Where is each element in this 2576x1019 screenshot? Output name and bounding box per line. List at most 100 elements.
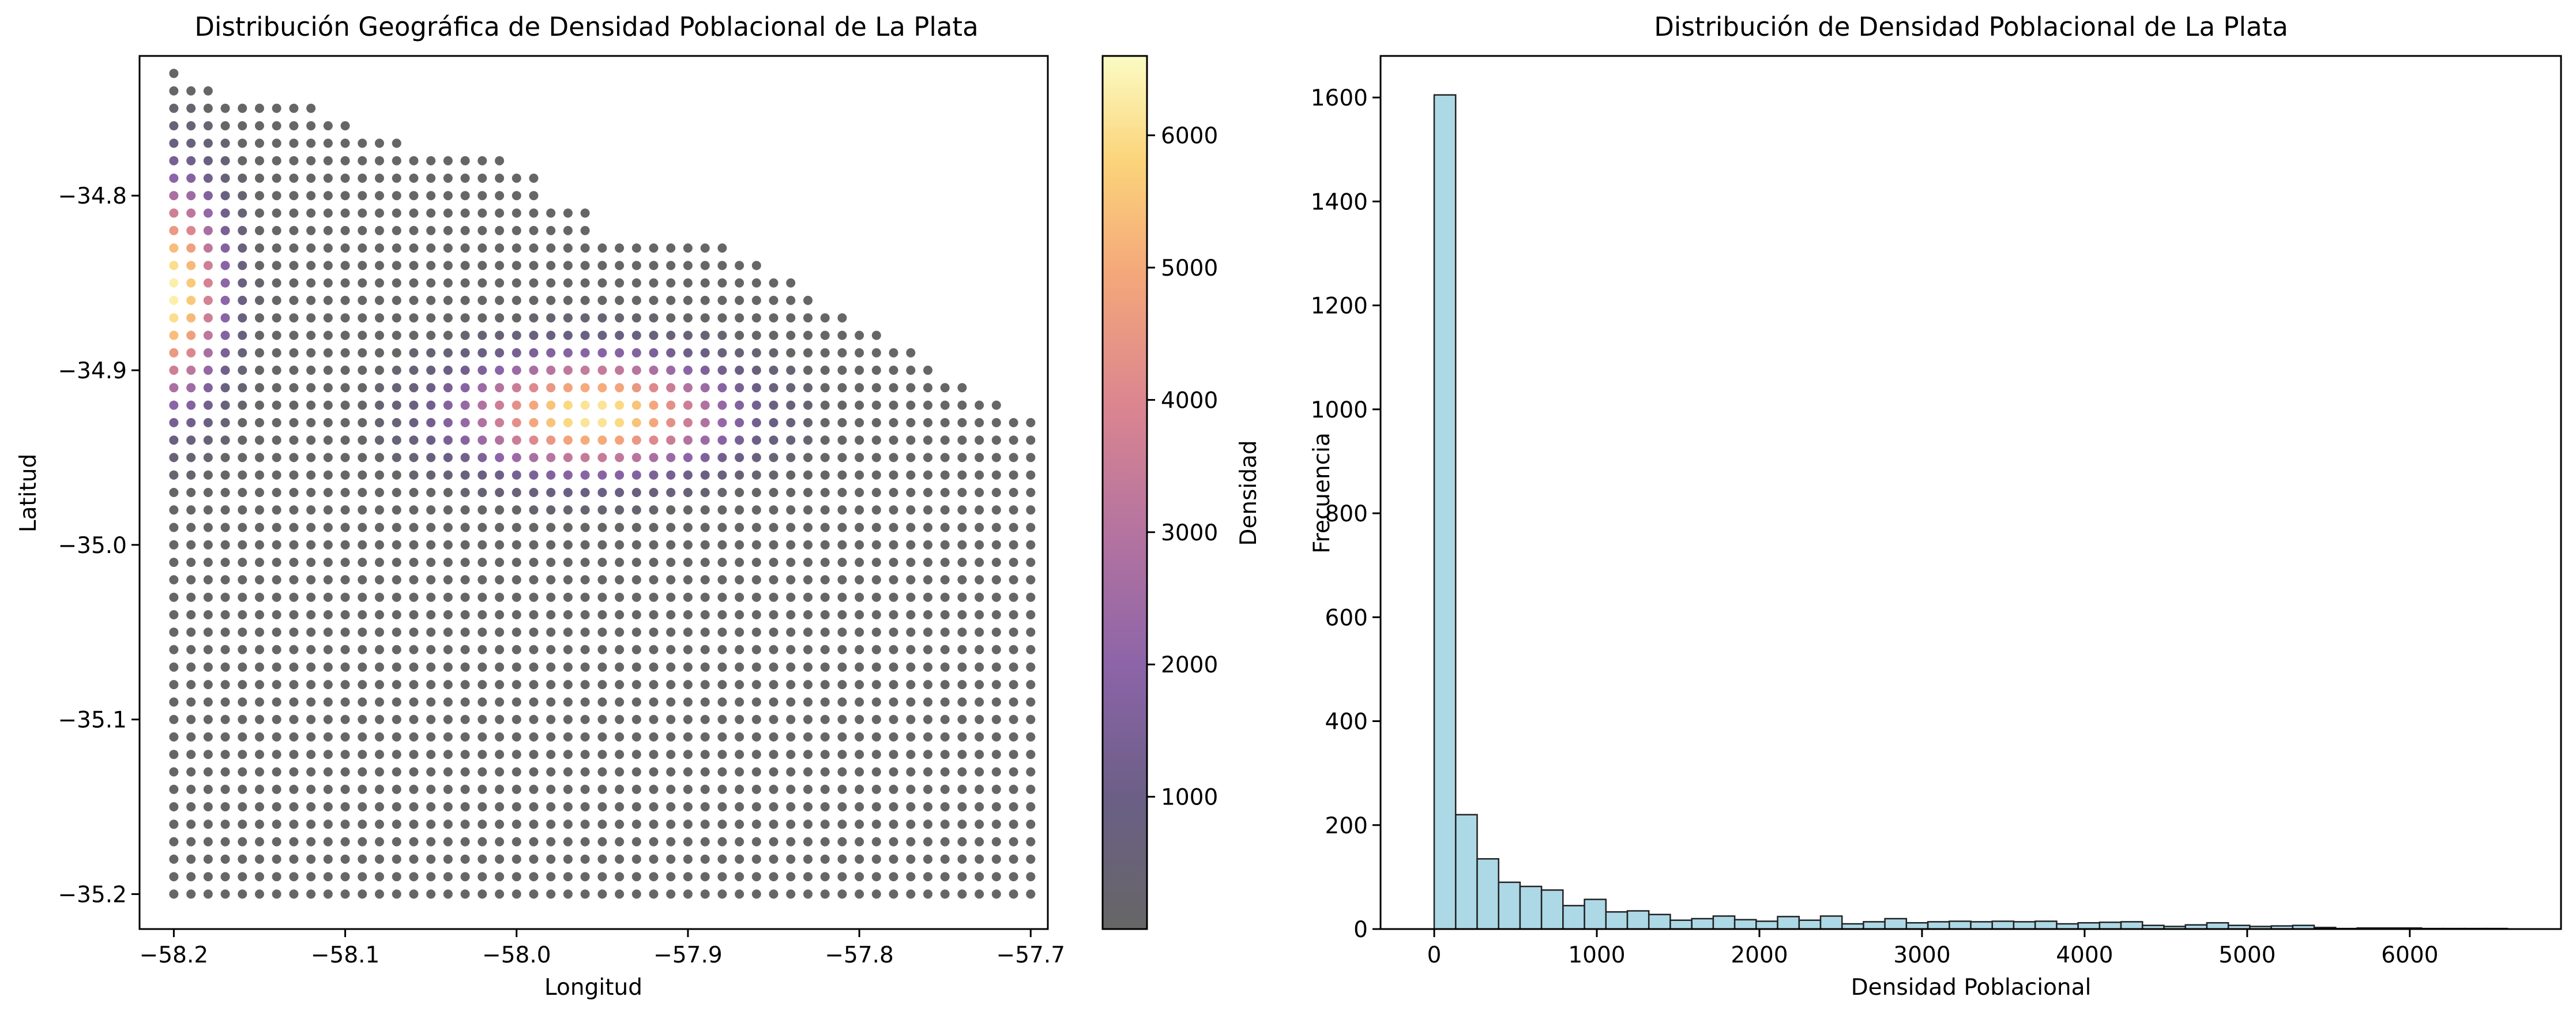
scatter-point (837, 435, 847, 445)
scatter-point (700, 697, 710, 707)
scatter-point (1026, 575, 1036, 585)
scatter-point (803, 400, 813, 410)
scatter-point (871, 400, 881, 410)
scatter-point (392, 645, 401, 655)
scatter-point (477, 697, 487, 707)
scatter-point (700, 330, 710, 340)
scatter-point (169, 208, 179, 218)
scatter-point (272, 697, 281, 707)
scatter-point (580, 418, 590, 427)
scatter-point (203, 86, 213, 96)
scatter-point (906, 645, 916, 655)
scatter-point (409, 558, 419, 567)
scatter-point (477, 575, 487, 585)
scatter-point (751, 540, 761, 550)
scatter-point (477, 191, 487, 201)
scatter-point (923, 889, 932, 899)
scatter-point (340, 715, 350, 724)
scatter-point (220, 156, 230, 166)
scatter-point (666, 662, 676, 672)
scatter-point (735, 348, 744, 358)
scatter-point (323, 400, 333, 410)
scatter-point (255, 819, 264, 829)
histogram-x-axis-label: Densidad Poblacional (1851, 975, 2092, 1001)
scatter-point (855, 854, 864, 864)
scatter-point (323, 243, 333, 253)
scatter-point (546, 889, 556, 899)
scatter-point (220, 453, 230, 463)
scatter-point (375, 732, 384, 742)
scatter-point (751, 697, 761, 707)
scatter-point (203, 854, 213, 864)
scatter-point (255, 697, 264, 707)
scatter-point (597, 400, 607, 410)
scatter-point (991, 889, 1001, 899)
scatter-point (512, 278, 521, 288)
scatter-point (940, 453, 950, 463)
scatter-point (340, 819, 350, 829)
scatter-point (563, 819, 573, 829)
scatter-point (923, 418, 932, 427)
scatter-point (717, 348, 727, 358)
scatter-point (443, 592, 453, 602)
scatter-point (460, 522, 470, 532)
scatter-point (495, 575, 505, 585)
scatter-point (580, 715, 590, 724)
scatter-point (649, 645, 659, 655)
scatter-point (375, 750, 384, 759)
scatter-point (477, 156, 487, 166)
scatter-point (272, 366, 281, 375)
scatter-point (477, 383, 487, 393)
scatter-point (409, 802, 419, 811)
scatter-point (529, 191, 539, 201)
scatter-point (409, 435, 419, 445)
scatter-point (803, 697, 813, 707)
scatter-point (940, 435, 950, 445)
scatter-point (512, 732, 521, 742)
scatter-point (340, 750, 350, 759)
scatter-point (683, 278, 693, 288)
scatter-point (512, 225, 521, 235)
scatter-point (923, 767, 932, 777)
scatter-point (563, 854, 573, 864)
scatter-point (255, 330, 264, 340)
scatter-point (306, 330, 316, 340)
scatter-point (786, 470, 796, 480)
scatter-point (306, 522, 316, 532)
scatter-point (889, 505, 898, 515)
scatter-point (975, 453, 984, 463)
scatter-point (597, 540, 607, 550)
scatter-point (1026, 435, 1036, 445)
scatter-point (460, 174, 470, 183)
scatter-point (375, 645, 384, 655)
scatter-point (649, 330, 659, 340)
scatter-point (546, 645, 556, 655)
scatter-point (186, 348, 196, 358)
scatter-point (255, 767, 264, 777)
scatter-point (306, 767, 316, 777)
scatter-point (255, 225, 264, 235)
scatter-point (700, 662, 710, 672)
scatter-point (255, 610, 264, 619)
scatter-point (392, 330, 401, 340)
scatter-point (631, 383, 641, 393)
scatter-point (289, 732, 299, 742)
scatter-point (683, 418, 693, 427)
scatter-point (563, 261, 573, 270)
scatter-point (220, 558, 230, 567)
scatter-point (426, 610, 436, 619)
scatter-point (169, 522, 179, 532)
scatter-point (1026, 558, 1036, 567)
scatter-point (837, 488, 847, 497)
scatter-point (340, 138, 350, 148)
scatter-point (786, 837, 796, 847)
scatter-point (443, 802, 453, 811)
scatter-point (666, 435, 676, 445)
scatter-point (889, 540, 898, 550)
scatter-point (717, 662, 727, 672)
scatter-point (803, 837, 813, 847)
scatter-point (255, 470, 264, 480)
scatter-point (238, 191, 247, 201)
scatter-point (289, 505, 299, 515)
scatter-point (477, 453, 487, 463)
